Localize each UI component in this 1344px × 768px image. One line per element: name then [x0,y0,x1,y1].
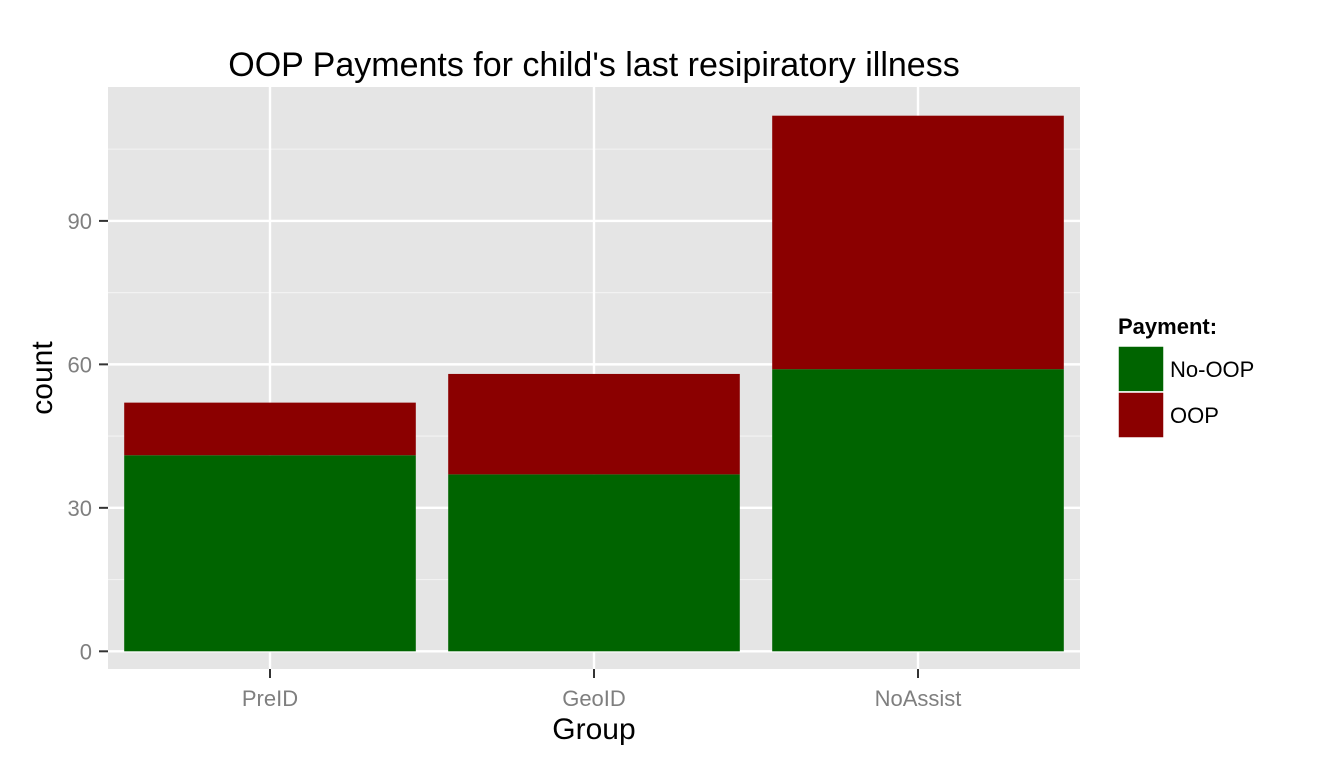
x-tick-label: GeoID [562,686,626,711]
bar-geoid-oop [448,373,740,475]
legend-label-no-oop: No-OOP [1170,357,1254,382]
y-axis-title: count [26,341,59,415]
axes: 0 30 60 90 PreID GeoID NoAssist [68,209,962,711]
legend-label-oop: OOP [1170,403,1219,428]
x-tick-label: PreID [242,686,298,711]
legend-swatch-oop [1117,391,1165,439]
bar-geoid-no-oop [448,474,740,652]
bar-noassist-no-oop [772,369,1064,652]
y-tick-label: 60 [68,352,92,377]
legend-swatch-no-oop [1117,345,1165,393]
y-tick-label: 30 [68,496,92,521]
bars [124,115,1064,652]
legend: Payment: No-OOP OOP [1117,314,1254,439]
bar-preid-no-oop [124,455,416,652]
legend-items: No-OOP OOP [1117,345,1254,439]
bar-preid-oop [124,402,416,456]
bar-noassist-oop [772,115,1064,370]
chart-title: OOP Payments for child's last resipirato… [228,46,959,84]
y-tick-label: 90 [68,209,92,234]
x-tick-label: NoAssist [875,686,962,711]
x-axis-title: Group [552,713,635,746]
y-tick-label: 0 [80,639,92,664]
legend-title: Payment: [1118,314,1217,339]
